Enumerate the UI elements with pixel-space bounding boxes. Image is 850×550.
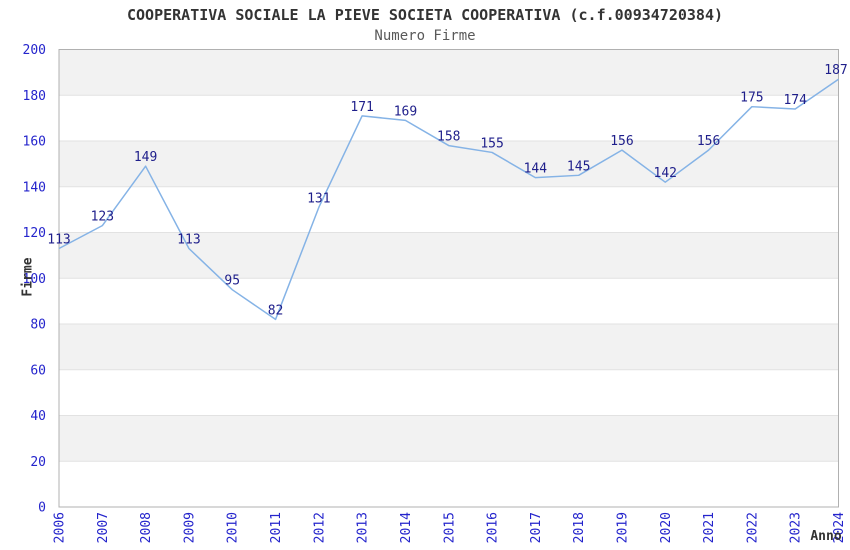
data-point-label: 155 [480, 136, 503, 151]
y-tick-label: 80 [30, 318, 46, 333]
data-point-label: 142 [654, 166, 677, 181]
x-tick-label: 2017 [529, 512, 544, 543]
plot-band [59, 141, 839, 187]
data-point-label: 145 [567, 159, 590, 174]
data-point-label: 158 [437, 130, 460, 145]
data-point-label: 123 [91, 210, 114, 225]
x-tick-label: 2011 [269, 512, 284, 543]
y-axis-label: Firme [20, 257, 36, 297]
data-point-label: 187 [824, 63, 847, 78]
chart-title: COOPERATIVA SOCIALE LA PIEVE SOCIETA COO… [126, 6, 724, 24]
y-tick-label: 100 [23, 272, 46, 287]
y-tick-label: 160 [23, 135, 46, 150]
plot-border [58, 49, 839, 508]
x-tick-label: 2018 [572, 512, 587, 543]
x-tick-label: 2006 [53, 512, 68, 543]
plot-band [59, 324, 839, 370]
data-point-label: 149 [134, 150, 157, 165]
x-tick-label: 2020 [659, 512, 674, 543]
chart-subtitle: Numero Firme [374, 28, 476, 44]
y-tick-label: 120 [23, 226, 46, 241]
y-tick-label: 140 [23, 180, 46, 195]
x-axis-label: Anno [810, 529, 842, 544]
plot-band [59, 49, 839, 96]
x-tick-label: 2008 [139, 512, 154, 543]
y-tick-label: 180 [23, 89, 46, 104]
x-tick-label: 2022 [745, 512, 760, 543]
data-point-label: 144 [524, 162, 548, 177]
plot-band [59, 415, 839, 462]
x-tick-label: 2010 [226, 512, 241, 543]
y-tick-label: 20 [30, 455, 46, 470]
data-point-label: 175 [740, 91, 763, 106]
y-tick-label: 200 [23, 43, 46, 58]
x-tick-label: 2014 [399, 512, 414, 543]
x-tick-label: 2013 [356, 512, 371, 543]
x-tick-label: 2015 [442, 512, 457, 543]
plot-band [59, 232, 839, 279]
data-line [58, 78, 839, 321]
y-tick-label: 0 [38, 501, 46, 516]
data-point-label: 156 [697, 134, 720, 149]
data-point-label: 171 [350, 100, 373, 115]
x-tick-label: 2007 [96, 512, 111, 543]
x-tick-label: 2024 [832, 512, 847, 543]
x-tick-label: 2009 [182, 512, 197, 543]
data-point-label: 113 [177, 233, 200, 248]
x-tick-label: 2012 [312, 512, 327, 543]
data-point-label: 131 [307, 191, 330, 206]
y-tick-label: 60 [30, 363, 46, 378]
data-point-label: 95 [224, 274, 240, 289]
data-point-label: 174 [783, 93, 807, 108]
x-tick-label: 2021 [702, 512, 717, 543]
data-point-label: 169 [394, 104, 417, 119]
x-tick-label: 2023 [789, 512, 804, 543]
y-tick-label: 40 [30, 409, 46, 424]
x-tick-label: 2016 [486, 512, 501, 543]
data-point-label: 82 [268, 303, 284, 318]
data-point-label: 156 [610, 134, 633, 149]
data-point-label: 113 [47, 233, 70, 248]
x-tick-label: 2019 [615, 512, 630, 543]
